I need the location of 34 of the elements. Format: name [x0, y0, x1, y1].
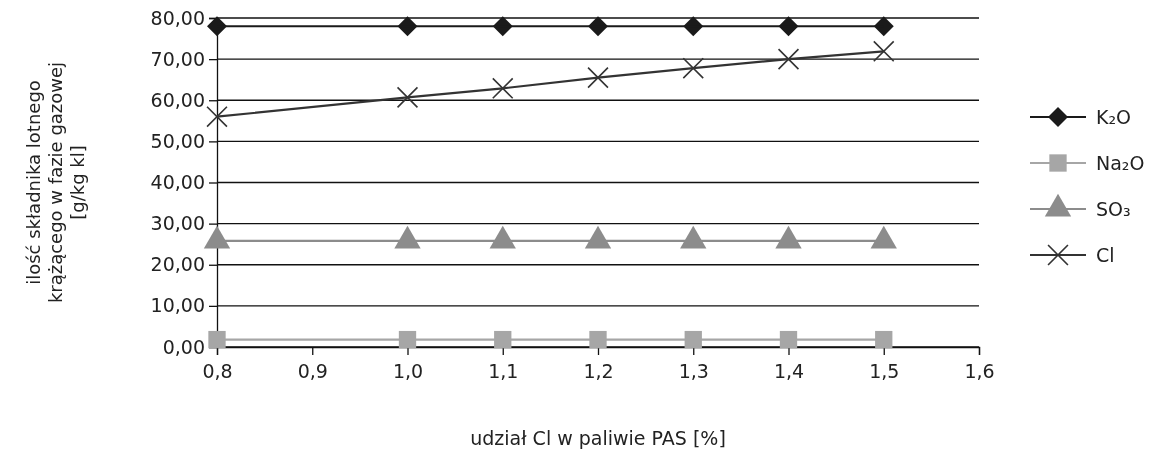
- x-tick-label: 1,0: [392, 360, 424, 383]
- legend-label: Na₂O: [1096, 152, 1145, 174]
- legend-label: Cl: [1096, 244, 1115, 266]
- x-tick-label: 0,9: [297, 360, 328, 383]
- x-tick-label: 1,3: [678, 360, 709, 383]
- point: [206, 105, 228, 128]
- y-axis-title: ilość składnika lotnego krążącego w fazie gazowej [g/kg kl]: [23, 61, 88, 304]
- point: [208, 330, 226, 349]
- legend-label: SO₃: [1096, 198, 1131, 220]
- y-tick-label: 60,00: [150, 88, 205, 111]
- y-tick-label: 0,00: [162, 335, 205, 358]
- y-tick-label: 30,00: [150, 212, 205, 235]
- x-tick-label: 1,4: [773, 360, 805, 383]
- point: [873, 16, 894, 37]
- x-tick-label: 1,1: [488, 360, 519, 383]
- point: [873, 40, 895, 63]
- point: [492, 77, 514, 100]
- y-tick-label: 40,00: [150, 171, 205, 194]
- x-tick-label: 1,2: [583, 360, 614, 383]
- x-axis-title: udział Cl w paliwie PAS [%]: [470, 427, 726, 449]
- y-tick-label: 10,00: [150, 294, 205, 317]
- point: [396, 86, 419, 109]
- point: [207, 16, 227, 37]
- x-tick-label: 0,8: [202, 360, 233, 383]
- y-tick-label: 50,00: [150, 129, 205, 152]
- point: [587, 66, 609, 89]
- y-tick-label: 80,00: [150, 6, 205, 29]
- x-tick-label: 1,5: [869, 360, 900, 383]
- y-tick-label: 20,00: [150, 253, 205, 276]
- x-tick-label: 1,6: [964, 360, 995, 383]
- point: [682, 57, 704, 79]
- legend-label: K₂O: [1096, 106, 1132, 128]
- y-tick-label: 70,00: [150, 47, 205, 70]
- point: [777, 48, 800, 70]
